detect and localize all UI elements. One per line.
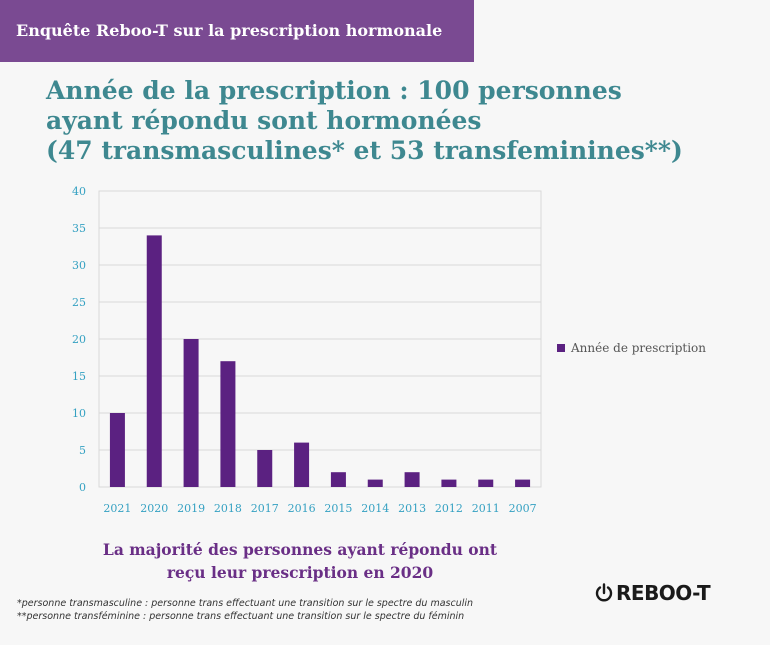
x-tick-label-2012: 2012 (435, 502, 463, 515)
bar-2016 (294, 442, 310, 487)
bar-2012 (441, 479, 457, 487)
footnotes: *personne transmasculine : personne tran… (17, 597, 577, 623)
bar-2019 (183, 339, 199, 487)
bar-2017 (257, 450, 273, 487)
bar-chart: 0 5 10 15 20 25 30 35 40 2021 2020 2019 2018 2017 201… (72, 185, 706, 515)
y-tick-label-15: 15 (72, 370, 86, 383)
chart-caption-line-2: reçu leur prescription en 2020 (166, 563, 434, 582)
legend-swatch (557, 344, 565, 352)
y-tick-label-5: 5 (79, 444, 86, 457)
chart-title-line-1: Année de la prescription : 100 personnes (46, 76, 622, 105)
y-tick-label-30: 30 (72, 259, 86, 272)
chart-gridlines (98, 190, 542, 488)
reboo-t-logo: REBOO-T (594, 578, 714, 608)
logo-text: REBOO-T (616, 581, 711, 605)
power-icon (595, 583, 613, 602)
chart-legend: Année de prescription (557, 341, 706, 355)
x-axis-tick-labels: 2021 2020 2019 2018 2017 2016 2015 2014 2013 2012… (103, 502, 536, 515)
x-tick-label-2021: 2021 (103, 502, 131, 515)
x-tick-label-2014: 2014 (361, 502, 389, 515)
chart-title-line-3: (47 transmasculines* et 53 transfeminine… (46, 136, 683, 165)
chart-caption-line-1: La majorité des personnes ayant répondu … (102, 540, 498, 559)
y-tick-label-10: 10 (72, 407, 86, 420)
footnote-transfeminine: **personne transféminine : personne tran… (17, 611, 465, 622)
bar-2014 (367, 479, 383, 487)
chart-caption: La majorité des personnes ayant répondu … (70, 538, 530, 584)
bar-2021 (109, 413, 125, 487)
bar-2015 (330, 472, 346, 487)
bar-2011 (478, 479, 494, 487)
y-tick-label-0: 0 (79, 481, 86, 494)
y-tick-label-35: 35 (72, 222, 86, 235)
chart-title-line-2: ayant répondu sont hormonées (46, 106, 482, 135)
chart-title: Année de la prescription : 100 personnes… (46, 76, 746, 166)
y-axis-tick-labels: 0 5 10 15 20 25 30 35 40 (72, 185, 86, 494)
survey-banner: Enquête Reboo-T sur la prescription horm… (0, 0, 474, 62)
legend-label: Année de prescription (570, 341, 706, 355)
bar-2020 (146, 235, 162, 487)
y-tick-label-40: 40 (72, 185, 86, 198)
x-tick-label-2018: 2018 (214, 502, 242, 515)
x-tick-label-2011: 2011 (472, 502, 500, 515)
footnote-transmasculine: *personne transmasculine : personne tran… (17, 598, 474, 609)
x-tick-label-2013: 2013 (398, 502, 426, 515)
x-tick-label-2007: 2007 (509, 502, 537, 515)
bar-2018 (220, 361, 236, 487)
x-tick-label-2020: 2020 (140, 502, 168, 515)
x-tick-label-2016: 2016 (288, 502, 316, 515)
x-tick-label-2017: 2017 (251, 502, 279, 515)
y-tick-label-20: 20 (72, 333, 86, 346)
x-tick-label-2015: 2015 (324, 502, 352, 515)
x-tick-label-2019: 2019 (177, 502, 205, 515)
y-tick-label-25: 25 (72, 296, 86, 309)
bar-2013 (404, 472, 420, 487)
chart-bars (109, 235, 531, 487)
bar-2007 (515, 479, 531, 487)
